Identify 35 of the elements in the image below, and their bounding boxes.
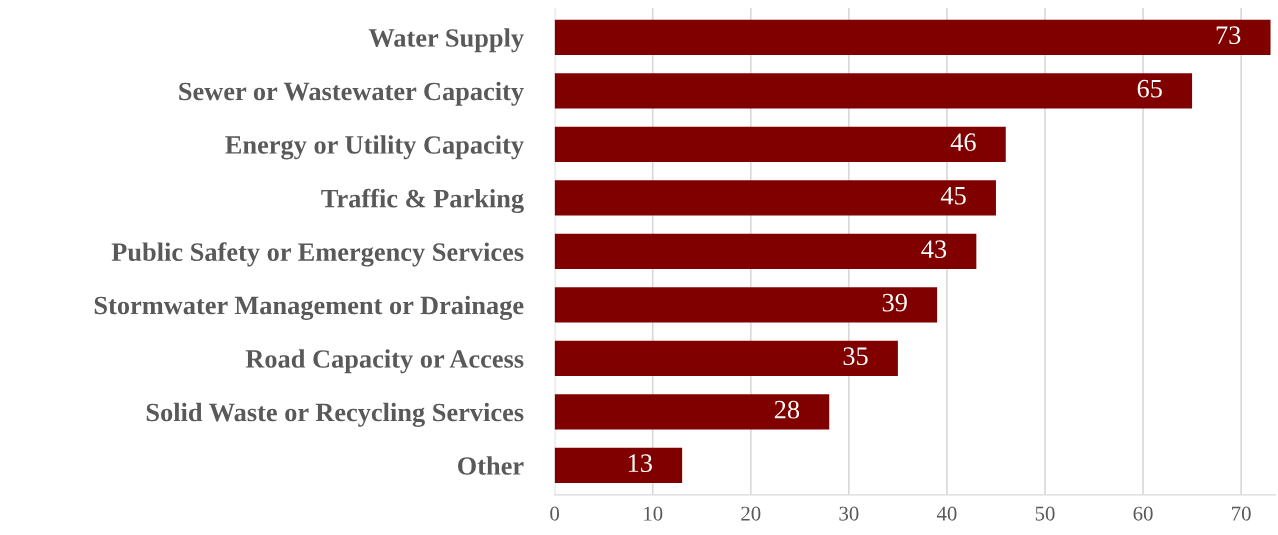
bar (554, 233, 977, 270)
x-tick-label: 40 (936, 506, 957, 521)
bar (554, 447, 683, 484)
data-label: 35 (843, 347, 868, 366)
x-tick-label: 70 (1232, 506, 1251, 521)
bar (554, 19, 1271, 56)
data-label: 73 (1216, 26, 1241, 45)
y-tick-label: Water Supply (368, 28, 524, 53)
data-label: 43 (921, 240, 947, 259)
y-tick-label: Sewer or Wastewater Capacity (179, 81, 524, 106)
y-tick-label: Energy or Utility Capacity (225, 135, 524, 160)
y-tick-label: Public Safety or Emergency Services (111, 242, 524, 267)
data-label: 46 (950, 133, 976, 152)
x-tick-label: 10 (644, 506, 663, 521)
y-tick-label: Other (457, 456, 524, 475)
x-tick-label: 30 (839, 506, 859, 521)
bar (554, 340, 898, 377)
x-tick-label: 0 (550, 506, 560, 521)
bar (554, 126, 1006, 163)
y-tick-label: Solid Waste or Recycling Services (146, 402, 524, 427)
data-label: 39 (882, 293, 907, 312)
bar (554, 180, 996, 216)
data-label: 28 (774, 400, 800, 419)
data-label: 45 (940, 186, 966, 205)
data-label: 65 (1137, 79, 1162, 98)
y-tick-label: Stormwater Management or Drainage (94, 295, 524, 320)
x-tick-label: 50 (1035, 506, 1055, 521)
x-tick-label: 20 (741, 506, 761, 521)
bar (554, 287, 938, 323)
y-tick-label: Road Capacity or Access (245, 349, 524, 374)
x-tick-label: 60 (1133, 506, 1153, 521)
bar (554, 73, 1193, 109)
bar (554, 394, 830, 430)
y-tick-label: Traffic & Parking (321, 188, 524, 214)
data-label: 13 (628, 454, 652, 473)
